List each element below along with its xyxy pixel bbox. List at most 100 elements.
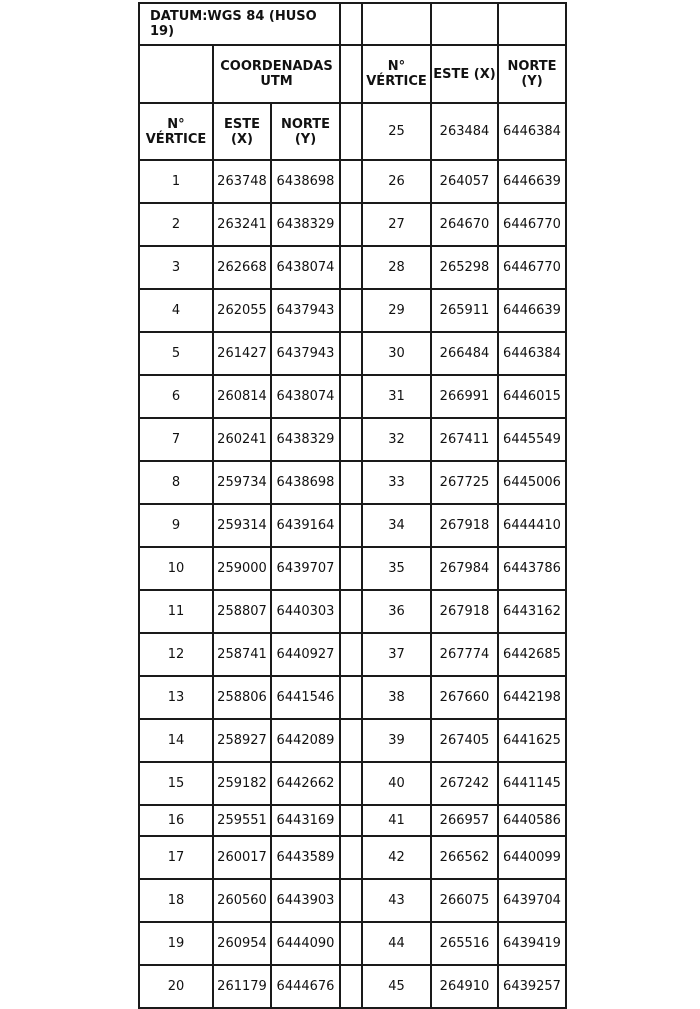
datum-label: DATUM:WGS 84 (HUSO 19) (138, 2, 341, 46)
table-row: 4 262055 6437943 29 265911 6446639 (138, 288, 567, 333)
gap-cell (339, 546, 363, 591)
norte-cell: 6439419 (497, 921, 567, 966)
vertice-cell: 13 (138, 675, 214, 720)
table-row: 10 259000 6439707 35 267984 6443786 (138, 546, 567, 591)
table-row: 6 260814 6438074 31 266991 6446015 (138, 374, 567, 419)
table-row: 16 259551 6443169 41 266957 6440586 (138, 804, 567, 837)
gap-cell (339, 44, 363, 104)
vertice-cell: 38 (361, 675, 432, 720)
este-cell: 262668 (212, 245, 272, 290)
vertice-cell: 16 (138, 804, 214, 837)
table-row: 15 259182 6442662 40 267242 6441145 (138, 761, 567, 806)
vertice-cell: 32 (361, 417, 432, 462)
norte-cell: 6445006 (497, 460, 567, 505)
gap-cell (339, 964, 363, 1009)
este-cell: 258741 (212, 632, 272, 677)
table-row: 12 258741 6440927 37 267774 6442685 (138, 632, 567, 677)
este-cell: 260954 (212, 921, 272, 966)
vertice-cell: 37 (361, 632, 432, 677)
table-row: 9 259314 6439164 34 267918 6444410 (138, 503, 567, 548)
vertice-cell: 36 (361, 589, 432, 634)
norte-cell: 6440099 (497, 835, 567, 880)
vertice-cell: 5 (138, 331, 214, 376)
vertice-cell: 8 (138, 460, 214, 505)
vertice-cell: 28 (361, 245, 432, 290)
vertice-cell: 26 (361, 159, 432, 204)
gap-cell (339, 460, 363, 505)
vertice-cell: 4 (138, 288, 214, 333)
este-cell: 264670 (430, 202, 499, 247)
norte-header-right: NORTE (Y) (497, 44, 567, 104)
norte-cell: 6446770 (497, 245, 567, 290)
gap-cell (339, 159, 363, 204)
este-cell: 261427 (212, 331, 272, 376)
coordenadas-utm-header: COORDENADAS UTM (212, 44, 341, 104)
este-cell: 267242 (430, 761, 499, 806)
header-row-left: N° VÉRTICE ESTE (X) NORTE (Y) 25 263484 … (138, 102, 567, 161)
norte-cell: 6440927 (270, 632, 341, 677)
norte-cell: 6446770 (497, 202, 567, 247)
vertice-cell: 20 (138, 964, 214, 1009)
norte-cell: 6437943 (270, 288, 341, 333)
table-row: 7 260241 6438329 32 267411 6445549 (138, 417, 567, 462)
vertice-cell: 6 (138, 374, 214, 419)
gap-cell (339, 102, 363, 161)
vertice-cell: 35 (361, 546, 432, 591)
este-cell: 265911 (430, 288, 499, 333)
norte-cell: 6437943 (270, 331, 341, 376)
este-cell: 267918 (430, 589, 499, 634)
vertice-cell: 3 (138, 245, 214, 290)
gap-cell (339, 878, 363, 923)
vertice-cell: 18 (138, 878, 214, 923)
vertice-cell: 30 (361, 331, 432, 376)
norte-cell: 6443169 (270, 804, 341, 837)
norte-cell: 6446384 (497, 331, 567, 376)
vertice-cell: 34 (361, 503, 432, 548)
norte-cell: 6443589 (270, 835, 341, 880)
gap-cell (339, 804, 363, 837)
este-cell: 263241 (212, 202, 272, 247)
vertice-cell: 12 (138, 632, 214, 677)
table-row: 13 258806 6441546 38 267660 6442198 (138, 675, 567, 720)
gap-cell (339, 835, 363, 880)
este-cell: 267984 (430, 546, 499, 591)
norte-cell: 6438329 (270, 202, 341, 247)
este-cell: 259000 (212, 546, 272, 591)
norte-cell: 6446015 (497, 374, 567, 419)
norte-cell: 6438698 (270, 159, 341, 204)
gap-cell (339, 288, 363, 333)
norte-cell: 6439707 (270, 546, 341, 591)
este-cell: 265516 (430, 921, 499, 966)
norte-cell: 6441625 (497, 718, 567, 763)
vertice-header-left: N° VÉRTICE (138, 102, 214, 161)
gap-cell (339, 589, 363, 634)
norte-cell: 6444090 (270, 921, 341, 966)
vertice-cell: 17 (138, 835, 214, 880)
empty-cell (497, 2, 567, 46)
vertice-cell: 14 (138, 718, 214, 763)
table-row: 1 263748 6438698 26 264057 6446639 (138, 159, 567, 204)
gap-cell (339, 202, 363, 247)
este-cell: 262055 (212, 288, 272, 333)
este-cell: 266991 (430, 374, 499, 419)
gap-cell (339, 417, 363, 462)
norte-cell: 6441145 (497, 761, 567, 806)
este-cell: 261179 (212, 964, 272, 1009)
gap-cell (339, 761, 363, 806)
table-row: 8 259734 6438698 33 267725 6445006 (138, 460, 567, 505)
norte-cell: 6442198 (497, 675, 567, 720)
este-cell: 267725 (430, 460, 499, 505)
vertice-cell: 44 (361, 921, 432, 966)
vertice-cell: 9 (138, 503, 214, 548)
este-cell: 259182 (212, 761, 272, 806)
norte-cell: 6439257 (497, 964, 567, 1009)
norte-cell: 6443903 (270, 878, 341, 923)
vertice-cell: 40 (361, 761, 432, 806)
norte-cell: 6444410 (497, 503, 567, 548)
vertice-cell: 27 (361, 202, 432, 247)
vertice-cell: 33 (361, 460, 432, 505)
norte-cell: 6442089 (270, 718, 341, 763)
coordinates-table: DATUM:WGS 84 (HUSO 19) COORDENADAS UTM N… (138, 2, 567, 1009)
este-cell: 258807 (212, 589, 272, 634)
norte-cell: 6442662 (270, 761, 341, 806)
